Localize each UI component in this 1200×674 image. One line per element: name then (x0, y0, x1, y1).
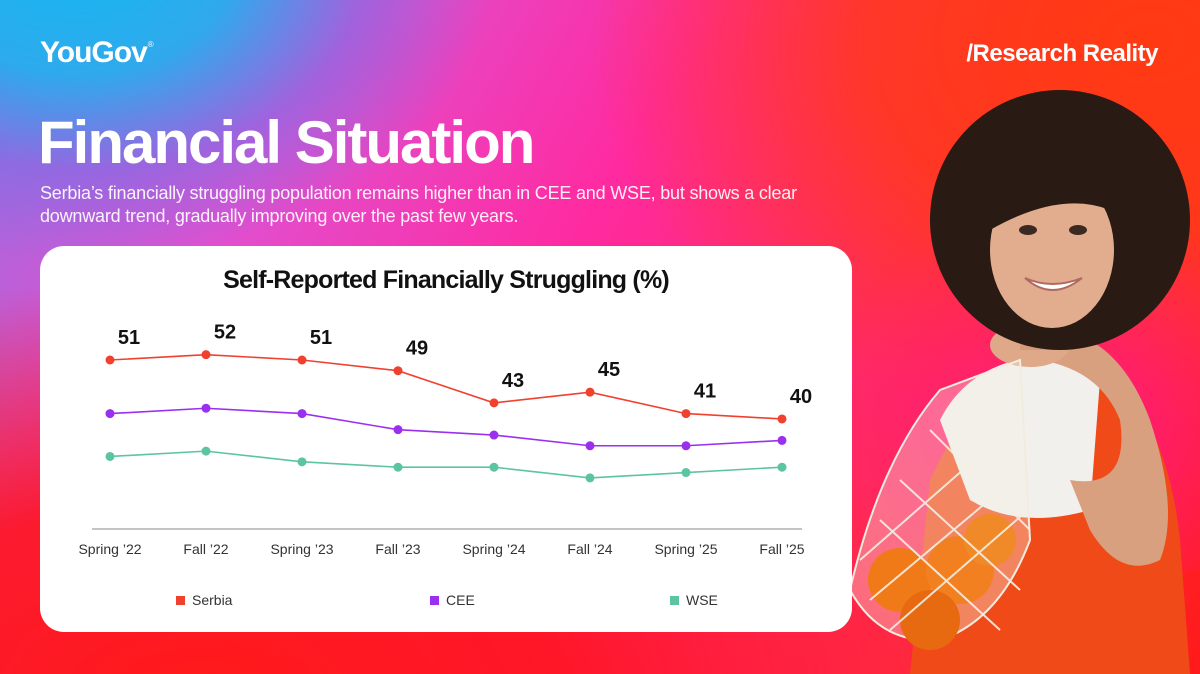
tagline: /Research Reality (966, 40, 1158, 67)
data-point (585, 387, 595, 397)
data-point (777, 462, 787, 472)
x-tick-label: Spring ’25 (654, 541, 717, 557)
data-point (777, 435, 787, 445)
data-point (393, 366, 403, 376)
data-point (201, 446, 211, 456)
data-point (297, 409, 307, 419)
data-point (201, 403, 211, 413)
page-subtitle: Serbia’s financially struggling populati… (40, 183, 797, 226)
data-label: 45 (598, 359, 620, 381)
data-label: 52 (214, 322, 236, 344)
chart-title: Self-Reported Financially Struggling (%) (223, 266, 670, 294)
legend-item-cee: CEE (430, 592, 475, 608)
data-point (393, 462, 403, 472)
x-tick-label: Fall ’24 (567, 541, 612, 557)
series-line-cee (109, 407, 783, 447)
data-point (105, 409, 115, 419)
page-title: Financial Situation (38, 109, 535, 176)
data-point (489, 398, 499, 408)
data-point (681, 409, 691, 419)
data-point (297, 355, 307, 365)
legend-label: WSE (686, 592, 718, 608)
data-point (681, 468, 691, 478)
data-point (201, 350, 211, 360)
logo-text: YouGov (40, 36, 148, 69)
data-label: 40 (790, 386, 812, 408)
x-tick-label: Fall ’23 (375, 541, 420, 557)
data-point (489, 430, 499, 440)
x-tick-label: Spring ’23 (270, 541, 333, 557)
data-point (393, 425, 403, 435)
data-point (105, 451, 115, 461)
data-label: 51 (118, 327, 140, 349)
data-label: 51 (310, 327, 332, 349)
legend-label: CEE (446, 592, 475, 608)
chart-card: Self-Reported Financially Struggling (%)… (40, 246, 852, 632)
person-photo (848, 90, 1190, 674)
yougov-logo: YouGov® (40, 36, 154, 70)
data-label: 41 (694, 381, 716, 403)
x-tick-label: Fall ’25 (759, 541, 804, 557)
data-point (297, 457, 307, 467)
data-point (777, 414, 787, 424)
registered-mark: ® (147, 40, 154, 49)
x-tick-label: Spring ’22 (78, 541, 141, 557)
series-line-serbia (109, 353, 783, 420)
x-tick-label: Fall ’22 (183, 541, 228, 557)
series-line-wse (109, 450, 783, 479)
legend-label: Serbia (192, 592, 233, 608)
data-point (585, 473, 595, 483)
line-chart: Spring ’22 Fall ’22 Spring ’23 Fall ’23 Spri… (78, 322, 812, 557)
data-point (681, 441, 691, 451)
legend-item-serbia: Serbia (176, 592, 232, 608)
data-point (105, 355, 115, 365)
x-tick-label: Spring ’24 (462, 541, 525, 557)
data-point (489, 462, 499, 472)
wse-swatch-icon (670, 595, 679, 605)
serbia-swatch-icon (176, 595, 185, 605)
cee-swatch-icon (430, 595, 439, 605)
data-point (585, 441, 595, 451)
data-label: 43 (502, 370, 524, 392)
legend-item-wse: WSE (670, 592, 718, 608)
data-label: 49 (406, 338, 428, 360)
